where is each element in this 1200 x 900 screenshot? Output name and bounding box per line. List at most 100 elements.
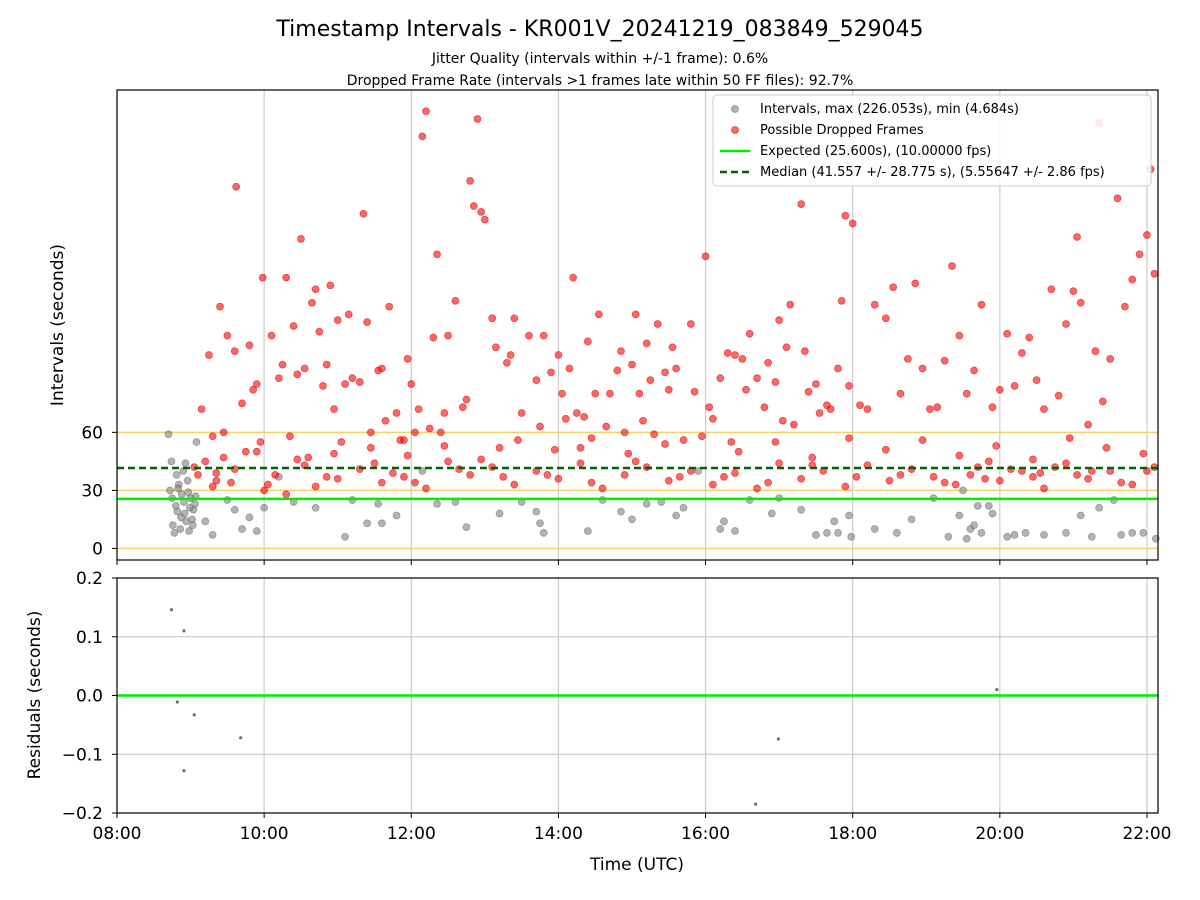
dropped-frame-point — [201, 457, 210, 466]
top-y-tick-label: 30 — [81, 481, 103, 501]
interval-point — [185, 503, 194, 512]
legend: Intervals, max (226.053s), min (4.684s) … — [712, 94, 1152, 187]
dropped-frame-point — [951, 480, 960, 489]
dropped-frame-point — [466, 470, 475, 479]
dropped-frame-point — [837, 296, 846, 305]
dropped-frame-point — [333, 316, 342, 325]
dropped-frame-point — [1065, 434, 1074, 443]
dropped-frame-point — [388, 469, 397, 477]
dropped-frame-point — [285, 432, 294, 441]
dropped-frame-point — [727, 438, 736, 446]
interval-point — [1139, 529, 1148, 537]
top-y-tick-label: 60 — [81, 423, 103, 443]
residual-point — [169, 608, 174, 612]
x-tick-label: 22:00 — [1122, 824, 1171, 844]
dropped-frame-point — [293, 370, 302, 379]
dropped-frame-point — [499, 472, 508, 481]
legend-label-median: Median (41.557 +/- 28.775 s), (5.55647 +… — [760, 165, 1105, 180]
interval-point — [183, 476, 192, 485]
dropped-frame-point — [245, 341, 254, 350]
interval-point — [532, 507, 541, 516]
dropped-frame-point — [260, 486, 269, 495]
dropped-frame-point — [628, 360, 636, 369]
dropped-frame-point — [377, 364, 386, 373]
dropped-frame-point — [631, 310, 640, 319]
dropped-frame-point — [962, 389, 971, 398]
dropped-frame-point — [580, 412, 589, 421]
dropped-frame-point — [782, 343, 791, 352]
dropped-frame-point — [572, 409, 581, 417]
dropped-frame-point — [366, 443, 375, 452]
dropped-frame-point — [642, 339, 651, 348]
dropped-frame-point — [381, 416, 390, 425]
dropped-frame-point — [885, 476, 894, 485]
interval-point — [374, 500, 383, 508]
dropped-frame-point — [981, 474, 990, 483]
interval-point — [173, 507, 182, 516]
dropped-frame-point — [606, 389, 614, 398]
dropped-frame-point — [311, 482, 320, 491]
interval-point — [845, 511, 853, 520]
interval-point — [1128, 529, 1137, 537]
dropped-frame-point — [1047, 285, 1056, 294]
interval-point — [617, 507, 625, 516]
dropped-frame-point — [440, 409, 449, 417]
dropped-frame-point — [252, 447, 261, 456]
dropped-frame-point — [620, 428, 629, 437]
dropped-frame-point — [661, 368, 669, 377]
dropped-frame-point — [929, 472, 938, 481]
dropped-frame-point — [216, 302, 224, 311]
dropped-frame-point — [845, 382, 853, 390]
dropped-frame-point — [403, 451, 412, 460]
dropped-frame-point — [1025, 333, 1034, 342]
interval-point — [462, 523, 471, 532]
dropped-frame-point — [753, 484, 761, 493]
dropped-frame-point — [1032, 376, 1041, 385]
dropped-frame-point — [355, 378, 364, 386]
dropped-frame-point — [514, 436, 522, 444]
dropped-frame-point — [282, 490, 291, 499]
dropped-frame-point — [1102, 443, 1111, 452]
dropped-frame-point — [547, 368, 555, 377]
interval-point — [260, 503, 269, 512]
dropped-frame-point — [359, 209, 368, 218]
dropped-frame-point — [289, 322, 298, 330]
interval-point — [767, 509, 776, 518]
dropped-frame-point — [326, 281, 335, 290]
dropped-frame-point — [436, 428, 445, 437]
dropped-frame-point — [826, 405, 835, 414]
interval-point — [823, 529, 831, 537]
interval-point — [192, 438, 201, 446]
legend-label-expected: Expected (25.600s), (10.00000 fps) — [760, 144, 991, 159]
dropped-frame-point — [881, 445, 890, 454]
interval-point — [184, 488, 193, 497]
residual-point — [192, 713, 196, 717]
dropped-frame-point — [933, 403, 942, 412]
legend-label-intervals: Intervals, max (226.053s), min (4.684s) — [760, 102, 1019, 117]
interval-point — [944, 532, 953, 541]
dropped-frame-point — [889, 283, 898, 292]
dropped-frame-point — [227, 478, 235, 487]
dropped-frame-point — [433, 250, 441, 259]
dropped-frame-point — [444, 457, 452, 466]
dropped-frame-point — [1150, 269, 1159, 278]
dropped-frame-point — [716, 374, 725, 383]
dropped-frame-point — [330, 405, 338, 414]
dropped-frame-point — [771, 378, 780, 386]
dropped-frame-point — [263, 480, 272, 489]
interval-point — [164, 430, 173, 439]
dropped-frame-point — [392, 409, 401, 417]
interval-point — [208, 530, 217, 539]
dropped-frame-point — [330, 449, 338, 458]
dropped-frame-point — [208, 482, 217, 491]
interval-point — [1010, 530, 1019, 539]
dropped-frame-point — [506, 351, 515, 359]
legend-box — [712, 94, 1152, 187]
dropped-frame-point — [223, 331, 232, 340]
legend-grey-marker — [731, 105, 739, 113]
dropped-frame-point — [679, 436, 688, 444]
interval-point — [797, 505, 806, 514]
dropped-frame-point — [258, 273, 267, 282]
dropped-frame-point — [219, 428, 228, 437]
